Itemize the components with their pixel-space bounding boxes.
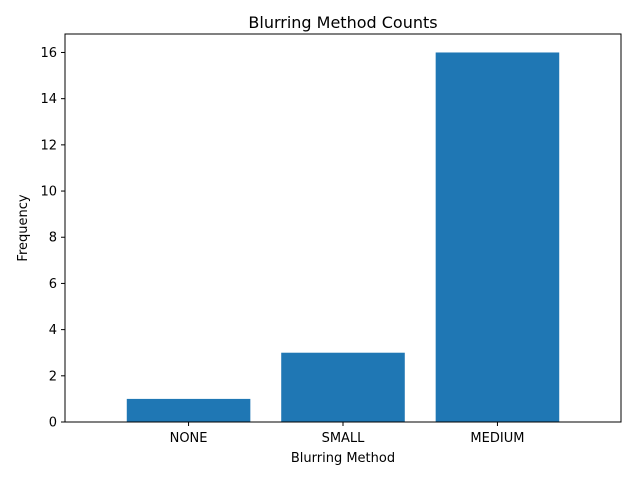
y-tick-label: 12 (40, 138, 57, 153)
y-tick-label: 2 (49, 369, 57, 384)
plot-frame (64, 33, 622, 423)
y-tick-label: 8 (49, 231, 57, 246)
x-tick-label: SMALL (322, 431, 366, 446)
chart-title: Blurring Method Counts (248, 13, 437, 32)
bar-small (281, 352, 405, 422)
y-axis: 0 2 4 6 8 10 12 14 16 (40, 46, 65, 431)
y-tick-label: 10 (40, 185, 57, 200)
y-axis-label: Frequency (16, 194, 31, 261)
bar-none (126, 398, 251, 422)
x-tick-label: NONE (170, 431, 208, 446)
x-axis: NONE SMALL MEDIUM (170, 422, 524, 446)
y-tick-label: 16 (40, 46, 57, 61)
x-tick-label: MEDIUM (470, 431, 524, 446)
y-tick-label: 4 (49, 323, 57, 338)
y-tick-label: 6 (49, 277, 57, 292)
y-tick-label: 0 (49, 416, 57, 431)
bar-medium (435, 52, 560, 422)
x-axis-label: Blurring Method (291, 451, 395, 466)
bars-group (126, 52, 560, 422)
y-tick-label: 14 (40, 92, 57, 107)
